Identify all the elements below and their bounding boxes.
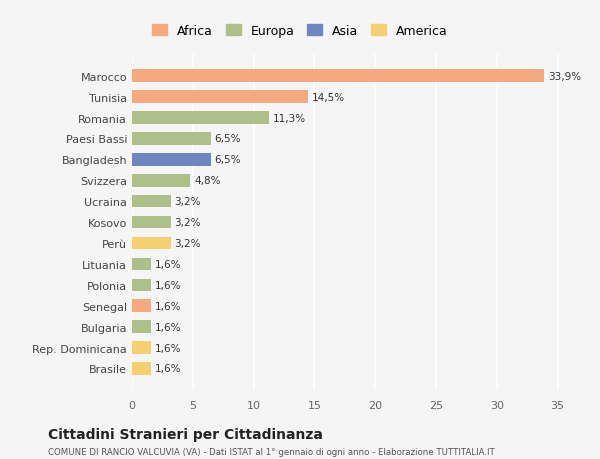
- Bar: [132, 174, 190, 187]
- Text: 1,6%: 1,6%: [155, 364, 182, 374]
- Text: 33,9%: 33,9%: [548, 72, 581, 82]
- Bar: [132, 321, 151, 333]
- Text: 11,3%: 11,3%: [273, 113, 306, 123]
- Text: COMUNE DI RANCIO VALCUVIA (VA) - Dati ISTAT al 1° gennaio di ogni anno - Elabora: COMUNE DI RANCIO VALCUVIA (VA) - Dati IS…: [48, 448, 495, 457]
- Bar: [132, 196, 171, 208]
- Bar: [132, 237, 171, 250]
- Bar: [132, 363, 151, 375]
- Text: 1,6%: 1,6%: [155, 322, 182, 332]
- Bar: [132, 341, 151, 354]
- Text: 3,2%: 3,2%: [175, 197, 201, 207]
- Text: Cittadini Stranieri per Cittadinanza: Cittadini Stranieri per Cittadinanza: [48, 427, 323, 441]
- Legend: Africa, Europa, Asia, America: Africa, Europa, Asia, America: [148, 20, 452, 43]
- Bar: [132, 70, 544, 83]
- Bar: [132, 300, 151, 312]
- Bar: [132, 154, 211, 166]
- Text: 1,6%: 1,6%: [155, 301, 182, 311]
- Text: 1,6%: 1,6%: [155, 280, 182, 290]
- Bar: [132, 279, 151, 291]
- Bar: [132, 91, 308, 104]
- Text: 14,5%: 14,5%: [312, 92, 345, 102]
- Text: 6,5%: 6,5%: [215, 134, 241, 144]
- Text: 1,6%: 1,6%: [155, 259, 182, 269]
- Text: 3,2%: 3,2%: [175, 239, 201, 248]
- Text: 4,8%: 4,8%: [194, 176, 221, 186]
- Bar: [132, 216, 171, 229]
- Text: 3,2%: 3,2%: [175, 218, 201, 228]
- Bar: [132, 112, 269, 124]
- Text: 1,6%: 1,6%: [155, 343, 182, 353]
- Bar: [132, 258, 151, 271]
- Text: 6,5%: 6,5%: [215, 155, 241, 165]
- Bar: [132, 133, 211, 146]
